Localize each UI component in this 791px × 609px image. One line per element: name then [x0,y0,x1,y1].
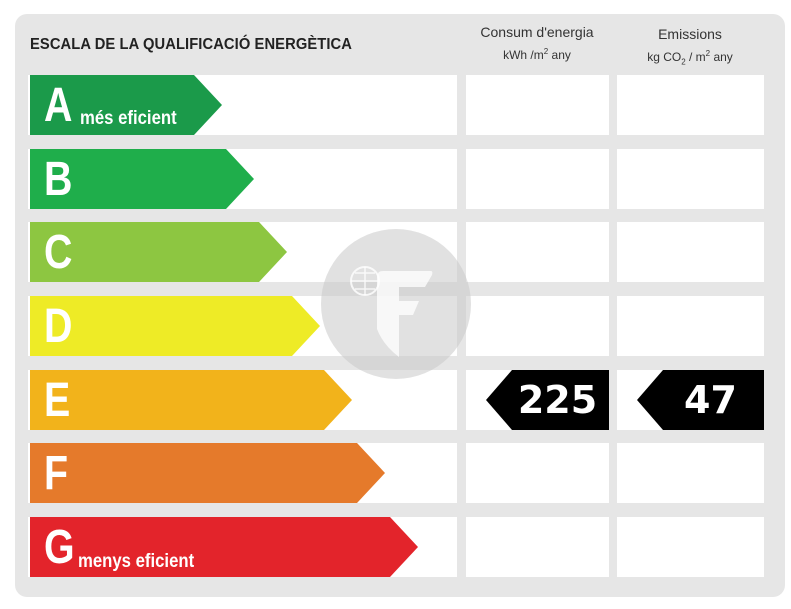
emissions-cell [617,222,764,282]
badge-value: 225 [517,378,598,422]
class-letter: B [44,153,73,206]
arrow-shape [30,149,254,209]
class-description: menys eficient [78,551,195,572]
consumption-header: Consum d'energia kWh /m2 any [465,22,609,65]
class-arrow-d: D [30,296,320,356]
emissions-header: Emissions kg CO2 / m2 any [616,24,764,72]
watermark-f-icon [350,266,433,357]
consumption-cell [466,75,609,135]
emissions-cell [617,149,764,209]
badge-value: 47 [684,378,737,422]
consumption-cell [466,222,609,282]
emissions-rating-badge: 47 [637,370,764,430]
arrow-shape [30,296,320,356]
emissions-cell [617,296,764,356]
arrow-shape [30,222,287,282]
class-arrow-b: B [30,149,254,209]
watermark-logo [321,229,471,379]
arrow-shape [30,517,418,577]
class-letter: E [44,374,71,427]
class-letter: D [44,300,73,353]
scale-title: ESCALA DE LA QUALIFICACIÓ ENERGÈTICA [30,36,352,53]
class-description: més eficient [80,108,177,129]
emissions-unit: kg CO2 / m2 any [647,49,733,67]
consumption-cell [466,296,609,356]
consumption-cell [466,149,609,209]
consumption-unit: kWh /m2 any [503,47,571,62]
arrow-shape [30,370,352,430]
class-letter: G [44,521,75,574]
emissions-cell [617,443,764,503]
class-letter: F [44,447,69,500]
class-letter: C [44,226,73,279]
badge-shape [486,370,609,430]
arrow-shape [30,75,222,135]
consumption-cell [466,517,609,577]
emissions-cell [617,75,764,135]
class-arrow-c: C [30,222,287,282]
class-arrow-f: F [30,443,385,503]
consumption-rating-badge: 225 [486,370,609,430]
emissions-label: Emissions [658,26,722,42]
consumption-label: Consum d'energia [480,24,594,40]
arrow-shape [30,443,385,503]
emissions-cell [617,517,764,577]
consumption-cell [466,443,609,503]
class-letter: A [44,79,73,132]
class-arrow-e: E [30,370,352,430]
badge-shape [637,370,764,430]
